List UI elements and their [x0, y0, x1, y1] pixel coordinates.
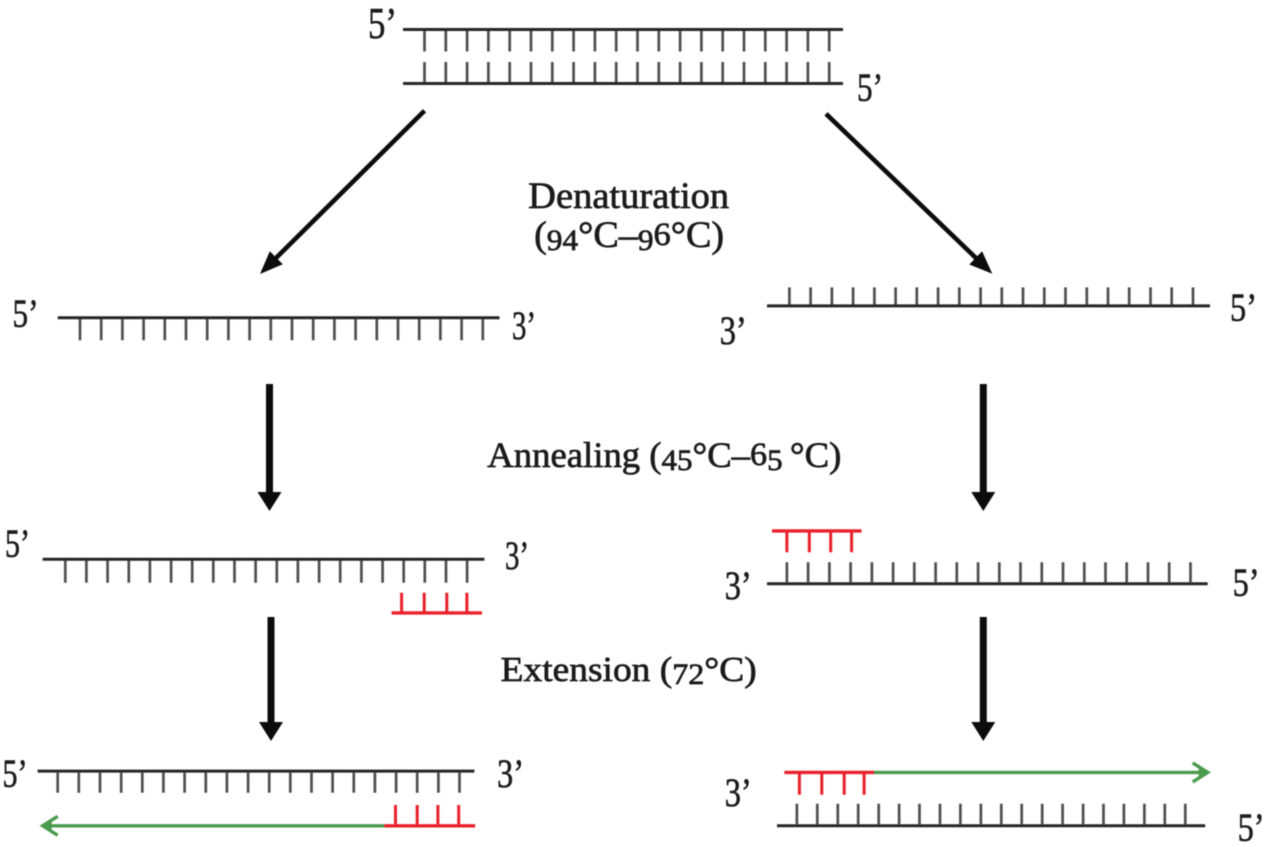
svg-text:5’: 5’ [5, 521, 30, 566]
svg-text:5’: 5’ [3, 751, 28, 796]
svg-text:5’: 5’ [857, 65, 883, 110]
svg-text:Extension (72°C): Extension (72°C) [501, 650, 757, 691]
svg-text:Denaturation: Denaturation [528, 175, 729, 216]
svg-text:3’: 3’ [720, 308, 747, 353]
svg-text:5’: 5’ [13, 291, 39, 336]
svg-text:3’: 3’ [512, 303, 536, 348]
svg-text:3’: 3’ [725, 563, 752, 608]
svg-text:5’: 5’ [1233, 560, 1260, 605]
svg-text:5’: 5’ [1230, 285, 1257, 330]
svg-text:3’: 3’ [505, 533, 529, 578]
svg-text:(94°C–96°C): (94°C–96°C) [534, 214, 724, 257]
svg-text:3’: 3’ [497, 751, 524, 796]
svg-text:3’: 3’ [725, 770, 752, 815]
svg-text:5’: 5’ [368, 0, 397, 48]
svg-text:5’: 5’ [1238, 805, 1265, 847]
